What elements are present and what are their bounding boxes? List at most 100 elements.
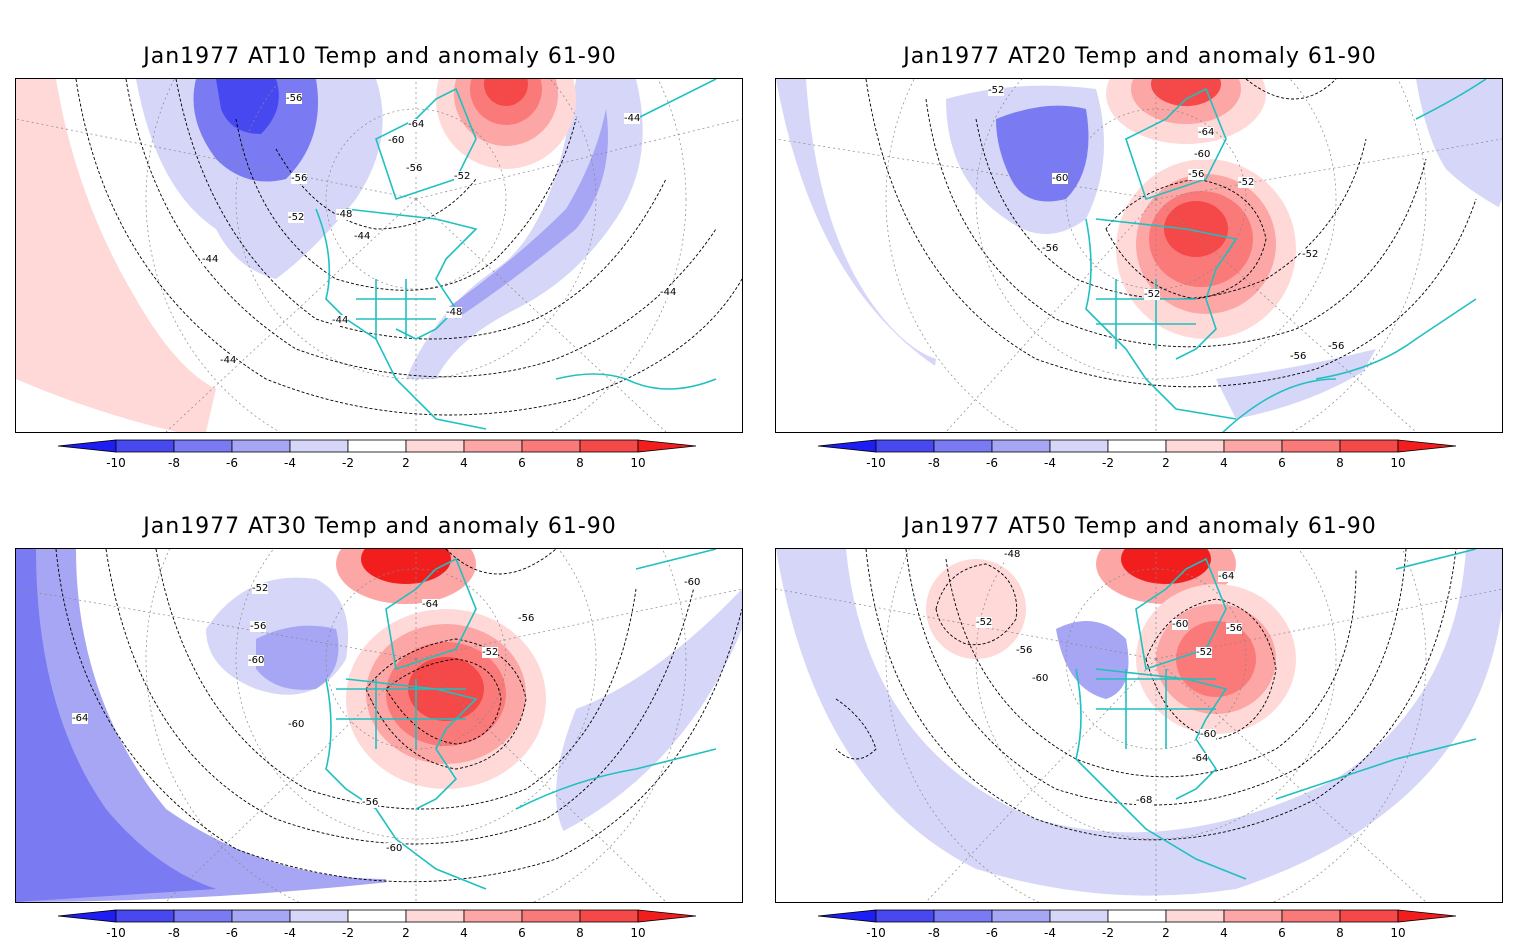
colorbar-tick-label: 2 — [1162, 456, 1170, 470]
colorbar-segment — [289, 439, 349, 453]
contour-label: -60 — [388, 135, 405, 146]
colorbar-tick-label: -2 — [342, 926, 354, 940]
map-frame: -48 -64 -52 -56 -60 -60 -56 -52 -60 -64 … — [775, 548, 1503, 903]
map-svg — [16, 549, 742, 902]
contour-label: -52 — [976, 617, 993, 628]
grid-lines — [16, 79, 742, 432]
colorbar-segment — [115, 439, 175, 453]
contour-label: -44 — [660, 287, 677, 298]
contour-label: -52 — [1238, 177, 1255, 188]
colorbar-segment — [405, 909, 465, 923]
coastlines — [315, 79, 717, 430]
colorbar-segment — [875, 439, 935, 453]
panel-at30: Jan1977 AT30 Temp and anomaly 61-90 — [0, 470, 760, 940]
colorbar-segment — [521, 439, 581, 453]
contour-label: -44 — [624, 113, 641, 124]
panel-title: Jan1977 AT10 Temp and anomaly 61-90 — [143, 44, 617, 69]
map-frame: -52 -64 -56 -56 -52 -60 -60 -64 -60 -56 … — [15, 548, 743, 903]
colorbar-tick-label: -10 — [106, 926, 126, 940]
map-svg — [776, 549, 1502, 902]
colorbar-tick-label: -8 — [928, 456, 940, 470]
colorbar-segment — [991, 439, 1051, 453]
colorbar-segment — [173, 909, 233, 923]
colorbar-tick-label: -2 — [1102, 926, 1114, 940]
panel-title: Jan1977 AT30 Temp and anomaly 61-90 — [143, 514, 617, 539]
contour-label: -56 — [291, 173, 308, 184]
panel-at20: Jan1977 AT20 Temp and anomaly 61-90 — [760, 0, 1520, 470]
contour-label: -60 — [1032, 673, 1049, 684]
colorbar-tick-label: -8 — [168, 926, 180, 940]
colorbar-tick-label: -10 — [106, 456, 126, 470]
contour-label: -48 — [1004, 549, 1021, 560]
contour-label: -52 — [252, 583, 269, 594]
contour-label: -56 — [518, 613, 535, 624]
contour-label: -52 — [454, 171, 471, 182]
colorbar-tick-label: 8 — [576, 926, 584, 940]
colorbar-tick-label: -2 — [342, 456, 354, 470]
colorbar-segment — [289, 909, 349, 923]
contour-label: -52 — [1302, 249, 1319, 260]
colorbar-segment — [115, 909, 175, 923]
colorbar-tick-label: 4 — [1220, 926, 1228, 940]
colorbar-tick-label: 10 — [1390, 456, 1406, 470]
contour-label: -56 — [1016, 645, 1033, 656]
map-svg — [776, 79, 1502, 432]
contours — [835, 549, 1457, 841]
colorbar-segment — [231, 439, 291, 453]
contour-label: -56 — [1226, 623, 1243, 634]
contour-label: -60 — [1200, 729, 1217, 740]
colorbar — [817, 909, 1457, 923]
warm-anomaly-greenland-2 — [361, 549, 451, 584]
cold-anomaly-pacific-2 — [16, 549, 216, 902]
contour-label: -60 — [1052, 173, 1069, 184]
contour-label: -60 — [1172, 619, 1189, 630]
contour-label: -60 — [288, 719, 305, 730]
warm-anomaly-greenland-3 — [1151, 79, 1221, 106]
contour-label: -64 — [408, 119, 425, 130]
warm-anomaly-greenland-2 — [1121, 549, 1211, 584]
colorbar-tick-label: -2 — [1102, 456, 1114, 470]
contour-label: -64 — [422, 599, 439, 610]
colorbar-segment — [1107, 909, 1167, 923]
colorbar-tick-label: 4 — [1220, 456, 1228, 470]
contour-label: -64 — [1192, 753, 1209, 764]
colorbar-tick-label: -6 — [986, 456, 998, 470]
panel-title: Jan1977 AT50 Temp and anomaly 61-90 — [903, 514, 1377, 539]
colorbar-arrow-right — [1397, 439, 1457, 453]
colorbar-tick-label: 2 — [402, 926, 410, 940]
contour-label: -60 — [1194, 149, 1211, 160]
colorbar-tick-label: -8 — [168, 456, 180, 470]
contour-label: -44 — [354, 231, 371, 242]
contours — [75, 79, 742, 416]
cold-anomaly-east — [556, 589, 742, 849]
cold-anomaly-deep — [216, 79, 279, 134]
colorbar-segment — [1281, 439, 1341, 453]
grid-lines — [776, 549, 1502, 902]
colorbar-tick-label: -4 — [284, 456, 296, 470]
colorbar-segment — [1107, 439, 1167, 453]
colorbar-tick-label: -4 — [1044, 926, 1056, 940]
colorbar-tick-label: -10 — [866, 456, 886, 470]
contour-label: -52 — [288, 212, 305, 223]
colorbar-tick-label: 10 — [630, 456, 646, 470]
cold-anomaly-atl — [446, 109, 608, 319]
colorbar-tick-label: 6 — [1278, 926, 1286, 940]
colorbar-segment — [1281, 909, 1341, 923]
cold-anomaly-pacific — [776, 79, 936, 424]
colorbar-tick-label: 10 — [1390, 926, 1406, 940]
map-svg — [16, 79, 742, 432]
colorbar-segment — [347, 909, 407, 923]
colorbar-tick-label: -6 — [226, 456, 238, 470]
contour-label: -56 — [286, 93, 303, 104]
contour-label: -64 — [1198, 127, 1215, 138]
contour-label: -64 — [72, 713, 89, 724]
map-frame: -56 -64 -60 -56 -56 -52 -52 -48 -44 -44 … — [15, 78, 743, 433]
colorbar-arrow-left — [817, 909, 877, 923]
colorbar-segment — [875, 909, 935, 923]
contour-label: -52 — [1144, 289, 1161, 300]
colorbar-segment — [1223, 909, 1283, 923]
colorbar-tick-label: 4 — [460, 456, 468, 470]
colorbar-segment — [231, 909, 291, 923]
contour-label: -56 — [1328, 341, 1345, 352]
warm-anomaly-us-3 — [1176, 621, 1256, 697]
